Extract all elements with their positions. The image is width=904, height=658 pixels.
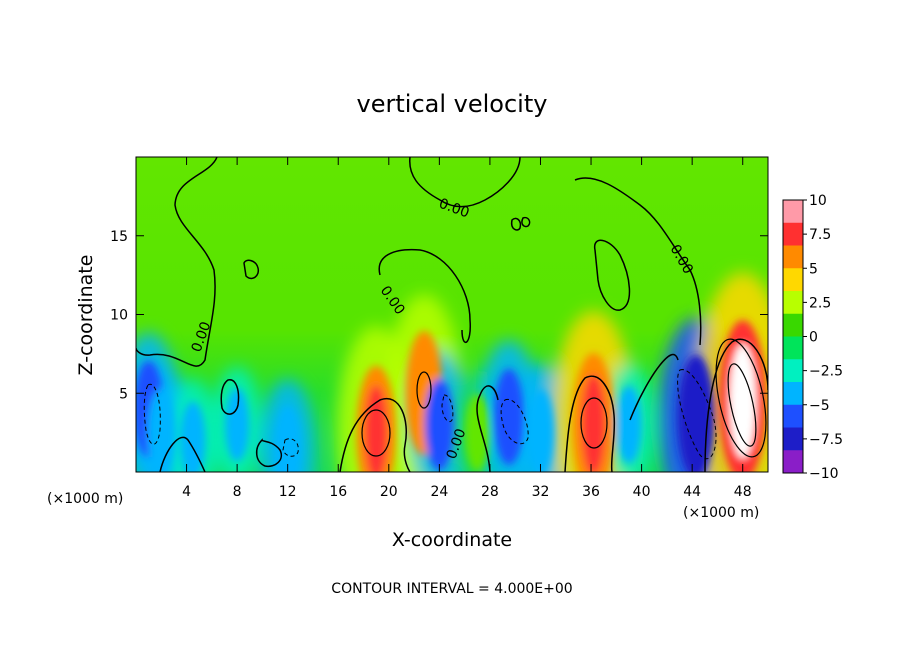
colorbar-swatch <box>783 359 803 383</box>
y-tick-label: 15 <box>110 229 128 245</box>
colorbar: 10 7.5 5 2.5 0 −2.5 −5 −7.5 −10 <box>782 193 843 482</box>
contour-closed-1 <box>594 239 631 311</box>
contour-low-1 <box>159 436 206 472</box>
contour-low-4 <box>704 338 768 472</box>
colorbar-swatch <box>783 222 803 246</box>
contour-closed-5 <box>510 217 522 231</box>
dashed-contour-3 <box>677 369 717 460</box>
colorbar-swatch <box>783 200 803 224</box>
colorbar-label: 5 <box>809 261 818 277</box>
colorbar-swatch <box>783 450 803 474</box>
colorbar-swatch <box>783 336 803 360</box>
contour-interval-caption: CONTOUR INTERVAL = 4.000E+00 <box>331 581 572 597</box>
x-units-right: (×1000 m) <box>683 505 759 521</box>
x-tick-label: 24 <box>430 484 448 500</box>
contour-zero-top <box>409 157 521 208</box>
field-core <box>425 378 454 471</box>
x-tick-label: 40 <box>633 484 651 500</box>
field-core <box>180 401 206 472</box>
colorbar-label: −2.5 <box>809 364 843 380</box>
dashed-contour-5 <box>441 394 454 423</box>
plot-area <box>136 157 768 472</box>
x-tick-label: 12 <box>279 484 297 500</box>
field-core <box>493 368 524 466</box>
core-contour-22 <box>416 371 432 409</box>
dashed-contour-1 <box>143 383 161 445</box>
colorbar-swatch <box>783 404 803 428</box>
contour-zero-right <box>574 177 702 346</box>
x-tick-label: 44 <box>683 484 701 500</box>
field-peak <box>729 343 756 459</box>
contour-dashed <box>143 369 717 460</box>
colorbar-swatch <box>783 313 803 337</box>
colorbar-label: −10 <box>809 466 839 482</box>
colorbar-swatch <box>783 382 803 406</box>
x-tick-label: 48 <box>734 484 752 500</box>
x-tick-label: 36 <box>582 484 600 500</box>
y-axis-title: Z-coordinate <box>75 255 97 376</box>
contour-closed-4 <box>220 379 240 415</box>
x-tick-label: 32 <box>532 484 550 500</box>
dashed-contour-4 <box>282 438 299 457</box>
colorbar-label: 0 <box>809 330 818 346</box>
colorbar-swatch <box>783 291 803 315</box>
x-tick-label: 4 <box>182 484 191 500</box>
field-peak <box>685 372 707 461</box>
x-tick-label: 28 <box>481 484 499 500</box>
colorbar-swatch <box>783 427 803 451</box>
colorbar-label: 10 <box>809 193 827 209</box>
core-contour-36 <box>580 397 608 449</box>
y-axis: 5 10 15 <box>110 229 768 402</box>
field-core <box>147 389 176 472</box>
contour-low-5 <box>476 385 499 472</box>
colorbar-label: −5 <box>809 398 830 414</box>
x-units-left: (×1000 m) <box>47 491 123 507</box>
dashed-contour-2 <box>500 398 529 445</box>
contour-low-3 <box>564 375 616 472</box>
field-peak <box>581 374 606 472</box>
contour-closed-3 <box>256 438 282 468</box>
y-tick-label: 10 <box>110 308 128 324</box>
contour-closed-6 <box>521 216 531 228</box>
contour-low-2 <box>339 397 411 472</box>
x-axis-title: X-coordinate <box>392 529 512 551</box>
x-tick-label: 8 <box>233 484 242 500</box>
colorbar-swatch <box>783 245 803 269</box>
chart-title: vertical velocity <box>357 90 548 118</box>
contour-closed-2 <box>243 259 260 280</box>
x-axis: 4 8 12 16 20 24 28 32 36 40 44 48 <box>182 157 752 500</box>
field-core <box>616 385 642 464</box>
contour-low-6 <box>629 353 679 421</box>
colorbar-label: −7.5 <box>809 432 843 448</box>
x-tick-label: 16 <box>329 484 347 500</box>
core-contour-48-inner <box>727 363 757 447</box>
field-core <box>464 393 490 472</box>
core-contour-19 <box>361 409 391 457</box>
field-core <box>225 388 250 462</box>
colorbar-swatch <box>783 268 803 292</box>
contour-lines <box>136 157 768 472</box>
field-core <box>526 389 555 472</box>
contour-zero-mid <box>378 248 471 343</box>
contour-zero-left <box>136 157 218 367</box>
colorbar-label: 7.5 <box>809 227 831 243</box>
y-tick-label: 5 <box>119 386 128 402</box>
colorbar-label: 2.5 <box>809 295 831 311</box>
x-tick-label: 20 <box>380 484 398 500</box>
